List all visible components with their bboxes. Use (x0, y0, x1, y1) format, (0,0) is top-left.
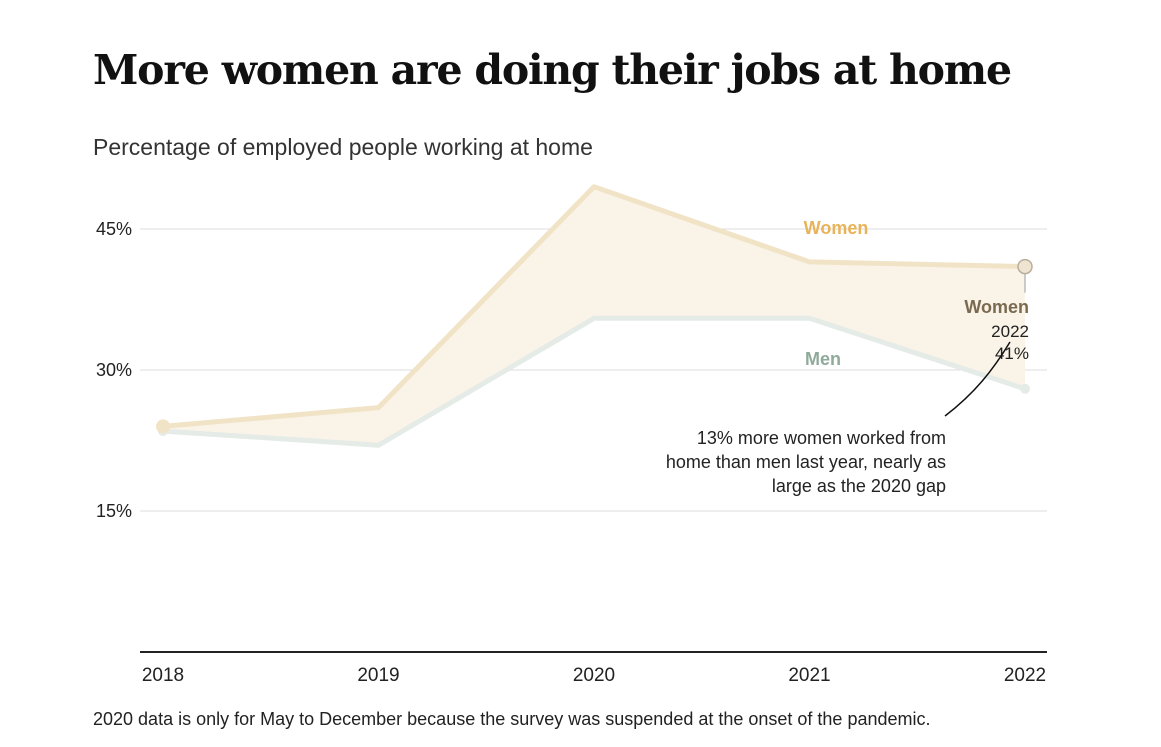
men-line (162, 315, 1026, 448)
chart-subtitle: Percentage of employed people working at… (93, 134, 593, 160)
women-series-label: Women (804, 218, 869, 238)
annotation-note-line: home than men last year, nearly as (666, 452, 946, 472)
y-tick-label: 45% (96, 219, 132, 239)
annotation-note-line: 13% more women worked from (697, 428, 946, 448)
annotation-year: 2022 (991, 322, 1029, 341)
series-labels: Women Men (804, 218, 869, 369)
x-tick-label: 2019 (357, 665, 399, 686)
x-tick-label: 2021 (788, 665, 830, 686)
x-tick-label: 2022 (1004, 665, 1046, 686)
y-tick-label: 15% (96, 501, 132, 521)
women-line (162, 184, 1026, 429)
footnote: 2020 data is only for May to December be… (93, 709, 931, 729)
women-point-2022 (1017, 258, 1033, 275)
x-tick-labels: 2018 2019 2020 2021 2022 (142, 665, 1046, 686)
x-tick-label: 2020 (573, 665, 615, 686)
annotation-series: Women (964, 297, 1029, 317)
y-tick-labels: 15% 30% 45% (96, 219, 132, 521)
women-point-2018 (156, 419, 170, 434)
marker-layer (156, 258, 1033, 437)
annotation-note-line: large as the 2020 gap (772, 476, 946, 496)
men-series-label: Men (805, 349, 841, 369)
work-from-home-chart: 2018 2019 2020 2021 2022 15%30%45% WomenMen … (96, 184, 1047, 686)
annotation-callout-line (944, 341, 1011, 417)
men-point-2022 (1020, 383, 1030, 394)
annotation: Women 2022 41% 13% more women worked from ho… (666, 297, 1029, 496)
y-tick-label: 30% (96, 360, 132, 380)
annotation-value: 41% (995, 344, 1029, 363)
chart-title: More women are doing their jobs at home (93, 46, 1012, 94)
x-tick-label: 2018 (142, 665, 184, 686)
